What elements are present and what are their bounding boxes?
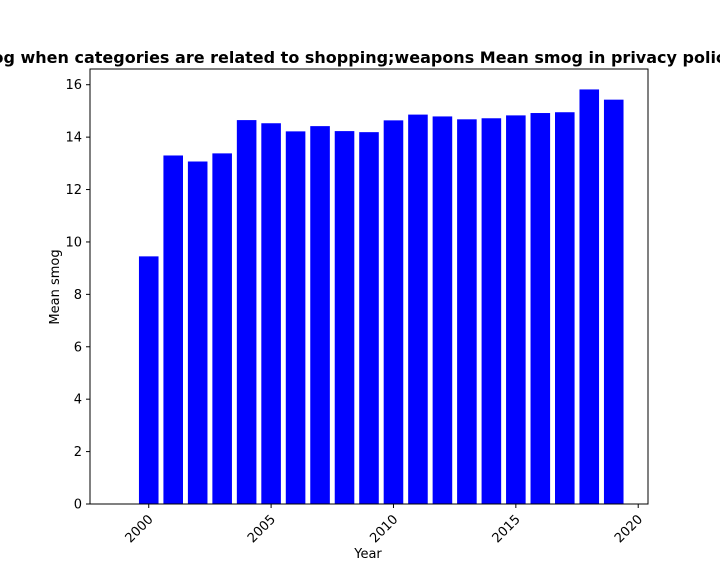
bar-2002	[187, 161, 208, 505]
bar-2009	[359, 132, 379, 504]
bar-2013	[457, 119, 477, 504]
y-tick-label: 6	[74, 340, 82, 355]
bar-2012	[432, 116, 453, 504]
bar-2003	[212, 153, 232, 504]
bar-2005	[261, 123, 281, 505]
bar-2007	[310, 126, 330, 505]
y-tick-label: 12	[65, 183, 82, 198]
bar-2000	[138, 256, 159, 504]
x-tick-label: 2010	[367, 512, 401, 546]
bar-2008	[334, 131, 355, 505]
plot-frame	[89, 68, 649, 505]
y-tick-label: 8	[74, 288, 82, 303]
y-axis-label: Mean smog	[48, 249, 63, 324]
x-tick-label: 2015	[490, 512, 524, 546]
x-axis-label: Year	[353, 547, 382, 562]
bars-group	[138, 89, 624, 505]
bar-2015	[506, 115, 526, 504]
x-tick-label: 2020	[612, 512, 646, 546]
bar-2017	[555, 112, 575, 505]
x-tick-label: 2000	[123, 512, 157, 546]
bar-2019	[603, 99, 624, 504]
bar-2006	[285, 131, 306, 504]
bar-2011	[408, 114, 428, 505]
chart-title: Mean smog when categories are related to…	[0, 48, 720, 67]
bar-2014	[481, 118, 502, 504]
bar-2004	[236, 120, 257, 504]
y-tick-label: 0	[74, 498, 82, 513]
y-tick-label: 16	[65, 78, 82, 93]
y-tick-label: 14	[65, 131, 82, 146]
bar-2016	[530, 113, 551, 504]
y-tick-label: 10	[65, 235, 82, 250]
x-axis: 2000 2005 2010 2015 2020	[123, 504, 646, 546]
y-axis: 0 2 4 6 8 10 12 14 16	[65, 78, 90, 513]
x-tick-label: 2005	[245, 512, 279, 546]
y-tick-label: 2	[74, 445, 82, 460]
bar-2001	[163, 155, 183, 505]
y-tick-label: 4	[74, 393, 82, 408]
bar-2010	[383, 120, 404, 504]
bar-2018	[579, 89, 600, 504]
